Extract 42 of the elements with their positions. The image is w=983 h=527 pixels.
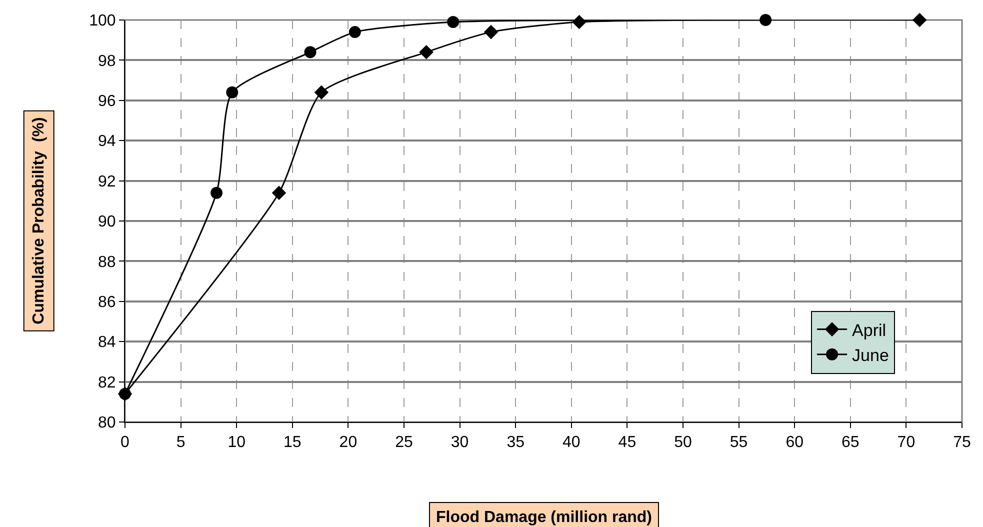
point xyxy=(760,14,772,26)
x-tick-label: 65 xyxy=(842,434,860,452)
point xyxy=(272,186,286,200)
y-tick-label: 92 xyxy=(98,173,116,190)
x-tick-label: 75 xyxy=(953,434,971,452)
y-tick-label: 90 xyxy=(98,214,116,231)
point xyxy=(304,46,316,58)
x-tick-label: 15 xyxy=(284,434,302,452)
x-tick-label: 55 xyxy=(730,434,748,452)
legend-label: June xyxy=(852,346,889,366)
point xyxy=(226,86,238,98)
point xyxy=(419,45,434,60)
y-tick-label: 98 xyxy=(98,52,116,70)
point xyxy=(484,24,498,40)
x-tick-label: 20 xyxy=(339,434,358,452)
x-tick-label: 70 xyxy=(897,434,916,452)
x-tick-label: 0 xyxy=(120,434,130,452)
point xyxy=(210,186,223,199)
legend-label: April xyxy=(852,320,886,340)
y-tick-label: 80 xyxy=(98,414,116,432)
y-tick-label: 100 xyxy=(89,12,116,30)
x-tick-label: 60 xyxy=(786,434,804,452)
y-axis-title: Cumulative Probability (%) xyxy=(30,117,48,324)
x-tick-label: 30 xyxy=(450,434,469,452)
x-axis-title: Flood Damage (million rand) xyxy=(436,509,652,526)
point xyxy=(447,16,460,28)
y-tick-label: 96 xyxy=(98,93,116,110)
point xyxy=(912,12,927,28)
x-tick-label: 50 xyxy=(674,434,692,452)
x-tick-label: 45 xyxy=(618,434,636,452)
y-tick-label: 82 xyxy=(98,374,116,392)
x-tick-label: 35 xyxy=(506,434,525,452)
point xyxy=(348,26,361,38)
x-tick-label: 40 xyxy=(562,434,580,452)
y-tick-label: 88 xyxy=(98,254,116,271)
y-tick-label: 94 xyxy=(98,133,116,150)
y-tick-label: 84 xyxy=(98,334,116,352)
x-tick-label: 25 xyxy=(395,434,413,452)
y-tick-label: 86 xyxy=(98,294,116,311)
x-tick-label: 10 xyxy=(228,434,246,452)
x-tick-label: 5 xyxy=(176,434,186,452)
point xyxy=(314,85,329,100)
